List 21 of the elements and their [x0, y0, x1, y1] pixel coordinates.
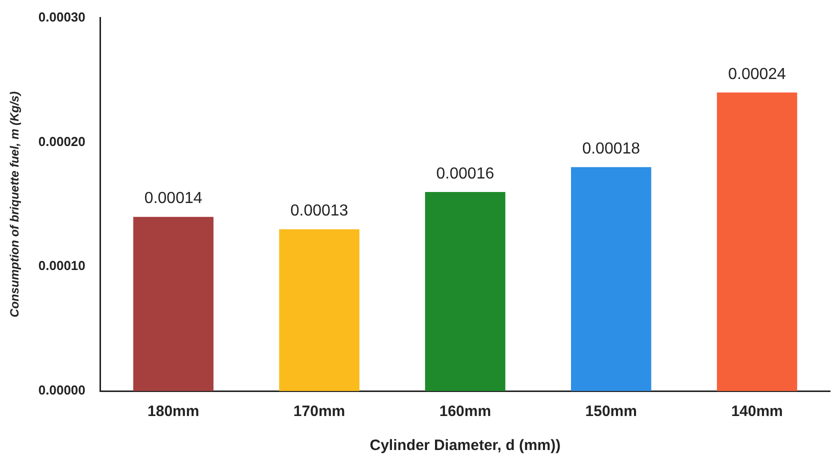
y-tick-label: 0.00030	[38, 9, 86, 24]
x-tick-label: 170mm	[293, 403, 346, 420]
x-tick-label: 160mm	[439, 403, 492, 420]
bar	[133, 216, 214, 391]
x-axis-title: Cylinder Diameter, d (mm))	[370, 437, 561, 454]
data-label: 0.00018	[582, 140, 640, 158]
x-tick-label: 180mm	[148, 403, 200, 420]
y-tick-label: 0.00000	[38, 382, 86, 398]
bar	[570, 167, 652, 391]
data-label: 0.00024	[728, 66, 786, 83]
y-tick-label: 0.00020	[38, 134, 86, 149]
bar	[279, 229, 360, 391]
y-axis-title: Consumption of briquette fuel, m (Kg/s)	[8, 91, 22, 318]
y-tick-label: 0.00010	[38, 258, 86, 274]
x-tick-label: 140mm	[731, 403, 783, 420]
bar	[716, 92, 798, 391]
data-label: 0.00016	[436, 165, 494, 182]
data-label: 0.00014	[144, 190, 202, 208]
x-tick-label: 150mm	[585, 403, 637, 420]
data-label: 0.00013	[290, 202, 348, 220]
bar	[425, 192, 506, 391]
